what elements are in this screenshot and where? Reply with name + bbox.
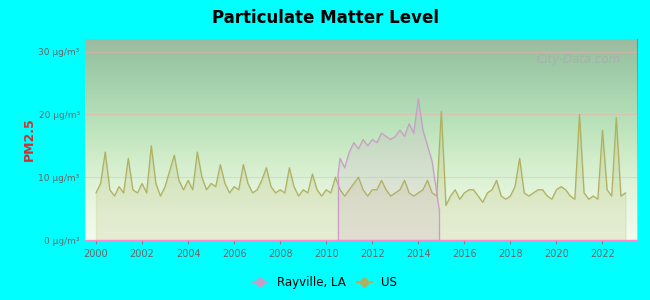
Text: Particulate Matter Level: Particulate Matter Level bbox=[211, 9, 439, 27]
Legend: Rayville, LA, US: Rayville, LA, US bbox=[248, 272, 402, 294]
Text: City-Data.com: City-Data.com bbox=[536, 53, 620, 66]
Y-axis label: PM2.5: PM2.5 bbox=[23, 118, 36, 161]
